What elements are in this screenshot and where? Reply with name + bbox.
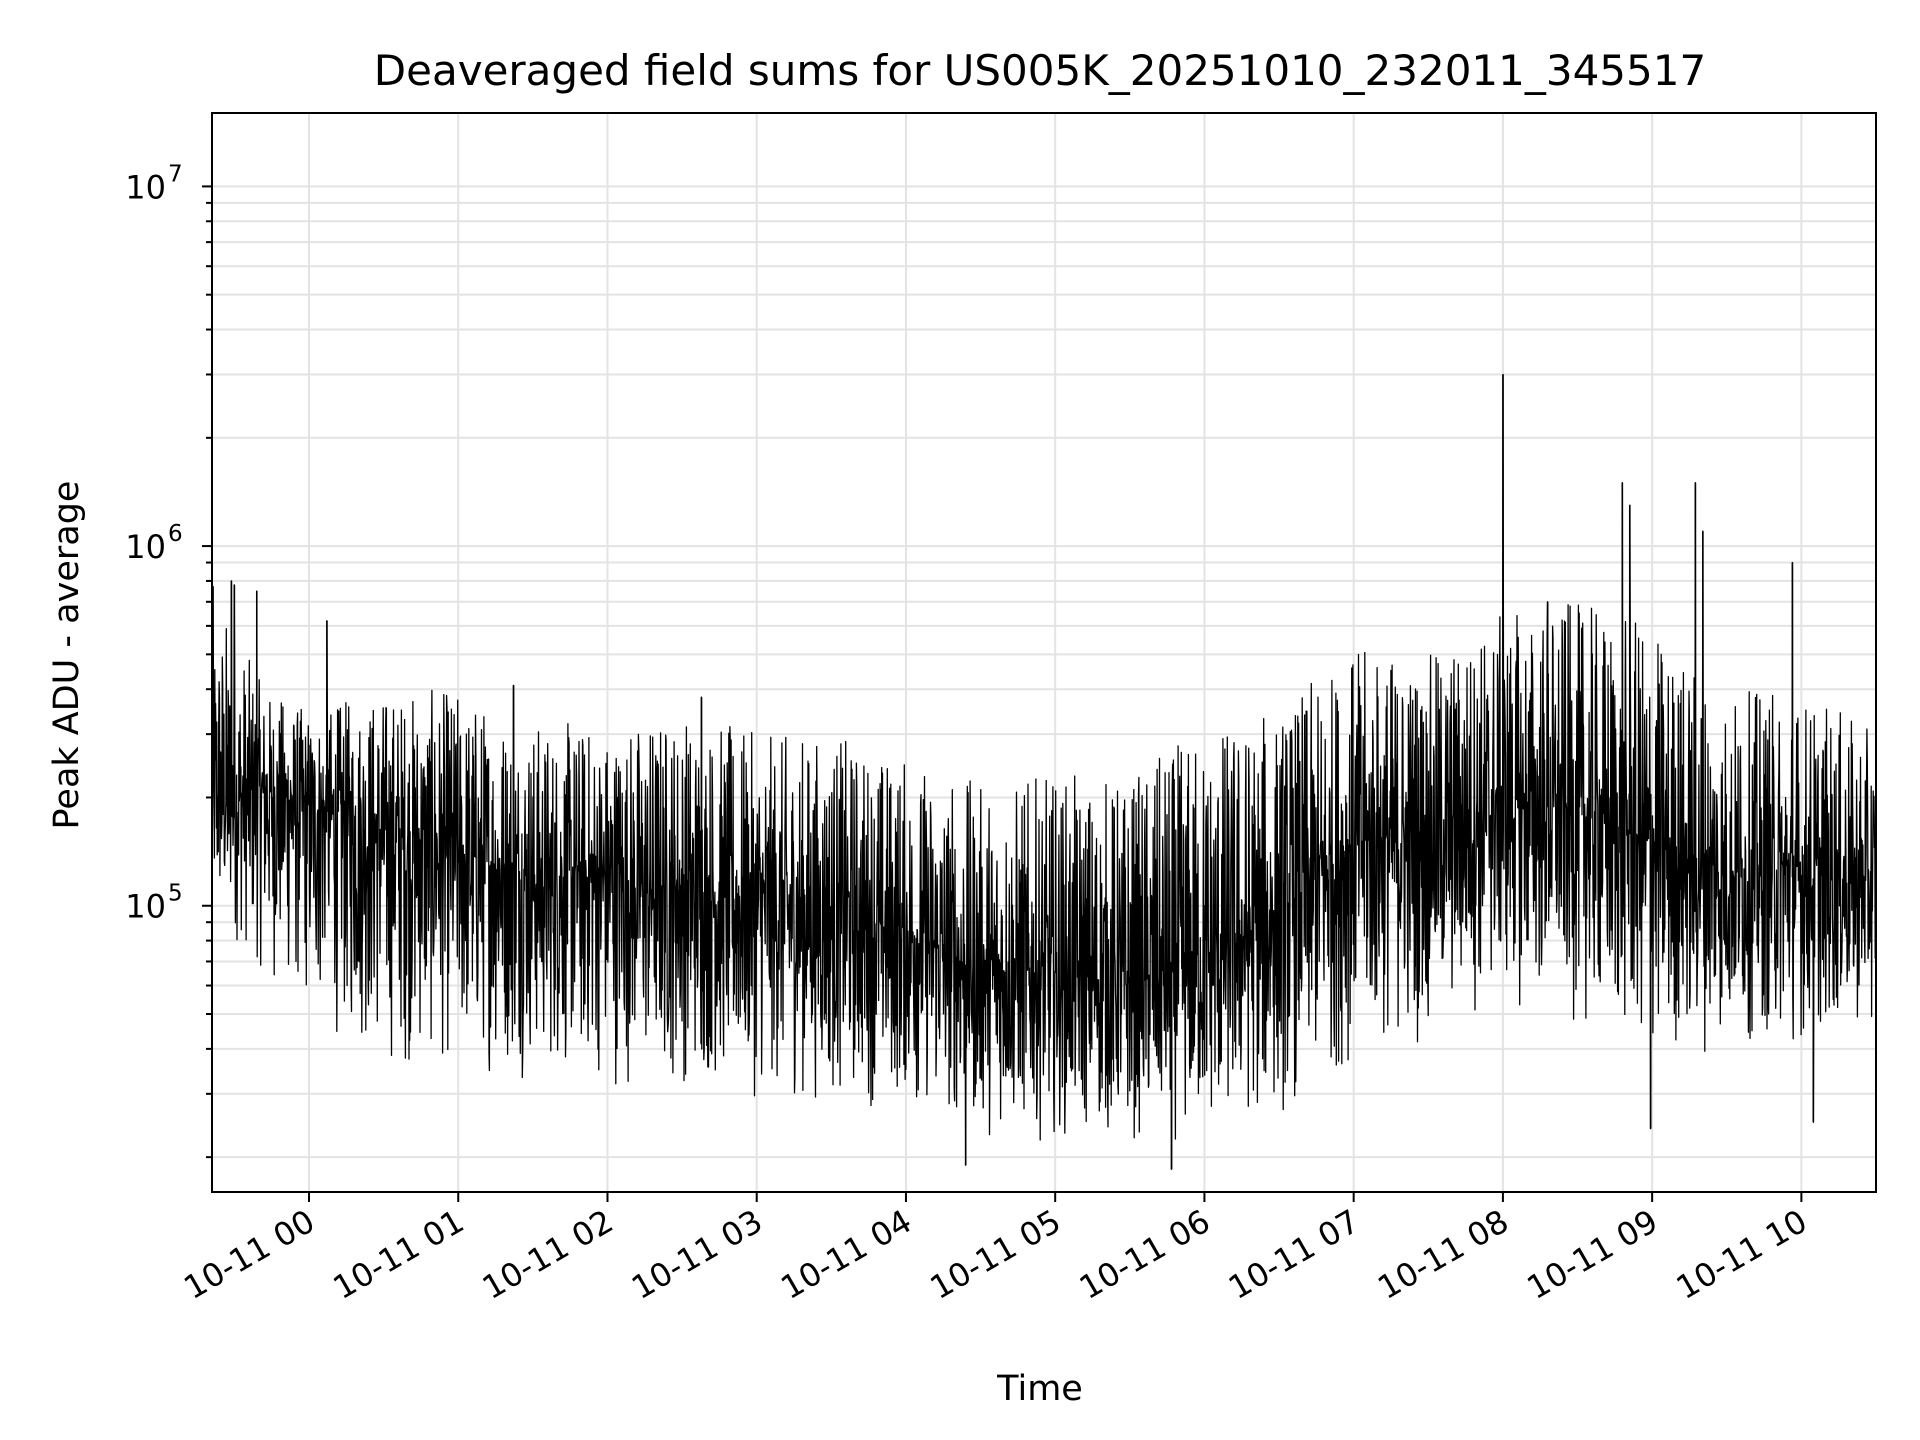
y-tick-label: 10 xyxy=(125,888,166,926)
y-tick-exponent: 6 xyxy=(168,521,183,547)
plot-frame xyxy=(211,112,1877,1193)
series-layer xyxy=(211,373,1877,1170)
y-axis-label: Peak ADU - average xyxy=(47,481,87,830)
chart-title: Deaveraged field sums for US005K_2025101… xyxy=(374,46,1706,95)
y-tick-label: 10 xyxy=(125,528,166,566)
y-tick-exponent: 5 xyxy=(168,881,183,907)
y-tick-exponent: 7 xyxy=(168,161,183,187)
series-line-deaveraged-field-sums xyxy=(211,373,1877,1170)
y-tick-label: 10 xyxy=(125,168,166,206)
x-axis-label: Time xyxy=(996,1369,1083,1409)
